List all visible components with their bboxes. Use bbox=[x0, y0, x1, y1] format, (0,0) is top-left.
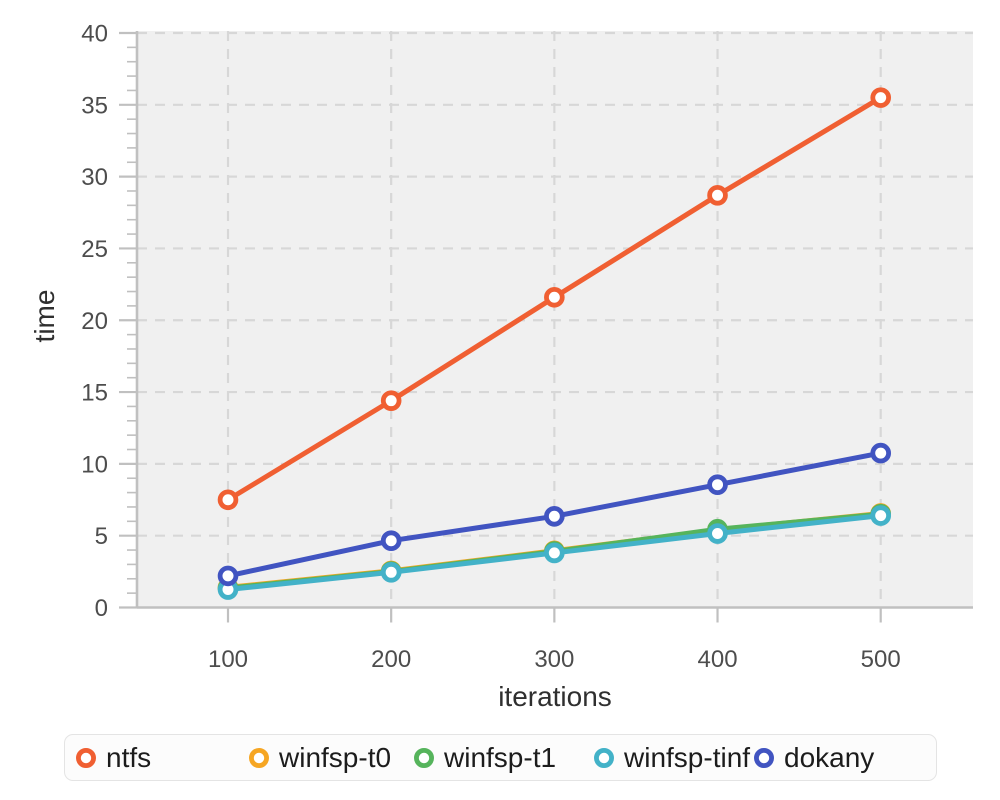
y-tick-label: 15 bbox=[81, 380, 108, 407]
data-point-dokany-400 bbox=[707, 474, 728, 496]
line-chart: 0 5 10 15 20 25 30 35 40 100 200 300 400 500 time itera… bbox=[29, 21, 973, 712]
y-tick-label: 30 bbox=[81, 164, 108, 191]
legend-marker-icon bbox=[249, 747, 269, 768]
legend-ring-ntfs bbox=[76, 747, 96, 768]
data-point-winfsp-tinf-300 bbox=[544, 542, 565, 564]
y-tick-label: 35 bbox=[81, 92, 108, 119]
legend-item-dokany[interactable]: dokany bbox=[753, 741, 875, 773]
x-tick-label: 200 bbox=[371, 646, 411, 673]
data-point-winfsp-tinf-400 bbox=[707, 523, 728, 544]
legend-ring-winfsp-tinf bbox=[594, 747, 614, 768]
legend-ring-winfsp-t1 bbox=[414, 747, 434, 768]
y-tick-label: 25 bbox=[81, 236, 108, 263]
data-point-winfsp-tinf-200 bbox=[380, 562, 402, 583]
legend-item-winfsp-t1[interactable]: winfsp-t1 bbox=[413, 741, 593, 773]
legend-item-winfsp-t0[interactable]: winfsp-t0 bbox=[248, 741, 413, 773]
data-point-winfsp-tinf-500 bbox=[870, 505, 891, 526]
data-point-ntfs-500 bbox=[870, 87, 891, 108]
data-point-ntfs-400 bbox=[707, 184, 728, 206]
x-tick-label: 100 bbox=[208, 646, 248, 673]
legend-marker-icon bbox=[594, 747, 614, 768]
legend-marker-icon bbox=[754, 747, 774, 768]
y-tick-label: 0 bbox=[95, 595, 108, 622]
data-point-dokany-300 bbox=[544, 505, 565, 527]
data-point-dokany-200 bbox=[380, 530, 402, 552]
x-tick-label: 500 bbox=[861, 646, 901, 673]
data-point-ntfs-300 bbox=[544, 286, 565, 308]
legend-label: dokany bbox=[784, 741, 875, 773]
legend-ring-winfsp-t0 bbox=[249, 747, 269, 768]
legend-label: winfsp-t0 bbox=[279, 741, 392, 773]
x-axis-title: iterations bbox=[498, 681, 612, 712]
legend-marker-icon bbox=[414, 747, 434, 768]
data-point-dokany-100 bbox=[217, 565, 239, 587]
data-point-dokany-500 bbox=[870, 442, 891, 464]
chart-legend: ntfs winfsp-t0 winfsp-t1 winfsp-tinf dokany bbox=[64, 734, 937, 781]
legend-label: winfsp-tinf bbox=[624, 741, 751, 773]
x-tick-label: 300 bbox=[534, 646, 574, 673]
legend-marker-icon bbox=[76, 747, 96, 768]
x-tick-label: 400 bbox=[698, 646, 738, 673]
y-axis-title: time bbox=[29, 290, 60, 343]
legend-item-winfsp-tinf[interactable]: winfsp-tinf bbox=[593, 741, 753, 773]
legend-label: ntfs bbox=[106, 741, 152, 773]
series-dokany bbox=[217, 442, 891, 587]
y-tick-label: 10 bbox=[81, 451, 108, 478]
y-tick-label: 20 bbox=[81, 308, 108, 335]
y-tick-label: 40 bbox=[81, 21, 108, 48]
data-point-ntfs-200 bbox=[380, 390, 402, 411]
data-point-ntfs-100 bbox=[217, 489, 239, 511]
legend-label: winfsp-t1 bbox=[444, 741, 557, 773]
legend-ring-dokany bbox=[754, 747, 774, 768]
series-ntfs bbox=[217, 87, 891, 511]
legend-item-ntfs[interactable]: ntfs bbox=[75, 741, 248, 773]
y-tick-label: 5 bbox=[95, 523, 108, 550]
